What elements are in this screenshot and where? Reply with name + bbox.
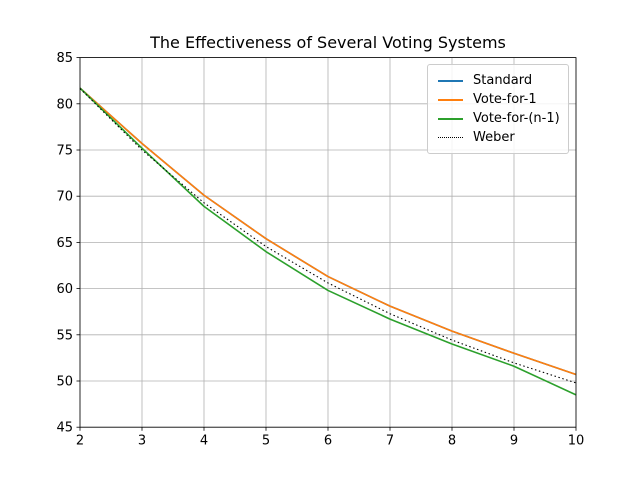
legend-item-vote-for-n-1: Vote-for-(n-1)	[428, 109, 568, 128]
chart-title: The Effectiveness of Several Voting Syst…	[150, 33, 506, 52]
y-tick-label: 75	[56, 144, 73, 159]
legend: Standard Vote-for-1 Vote-for-(n-1) Weber	[427, 64, 569, 154]
x-tick-label: 10	[568, 434, 585, 449]
x-tick-label: 6	[324, 434, 332, 449]
legend-label-vote-for-n-1: Vote-for-(n-1)	[473, 111, 560, 126]
x-tick-label: 7	[386, 434, 394, 449]
x-tick-label: 9	[510, 434, 518, 449]
y-tick-label: 50	[56, 375, 73, 390]
y-tick-label: 60	[56, 282, 73, 297]
legend-swatch-standard	[438, 79, 463, 82]
legend-swatch-vote-for-n-1	[438, 117, 463, 120]
y-tick-label: 45	[56, 421, 73, 436]
y-tick-label: 80	[56, 97, 73, 112]
legend-label-vote-for-1: Vote-for-1	[473, 92, 537, 107]
legend-label-standard: Standard	[473, 73, 533, 88]
x-tick-label: 4	[200, 434, 208, 449]
y-tick-label: 65	[56, 236, 73, 251]
legend-item-weber: Weber	[428, 128, 568, 147]
x-tick-label: 3	[138, 434, 146, 449]
series-line-Weber	[79, 88, 577, 384]
legend-item-standard: Standard	[428, 71, 568, 90]
legend-swatch-weber	[438, 137, 463, 138]
y-tick-label: 85	[56, 51, 73, 66]
y-tick-label: 55	[56, 328, 73, 343]
series-line-Vote-for-(n-1)	[79, 87, 577, 396]
series-line-Vote-for-1	[79, 87, 577, 376]
x-tick-label: 2	[76, 434, 84, 449]
legend-label-weber: Weber	[473, 130, 515, 145]
x-tick-label: 8	[448, 434, 456, 449]
x-tick-label: 5	[262, 434, 270, 449]
y-tick-label: 70	[56, 190, 73, 205]
legend-swatch-vote-for-1	[438, 98, 463, 101]
legend-item-vote-for-1: Vote-for-1	[428, 90, 568, 109]
